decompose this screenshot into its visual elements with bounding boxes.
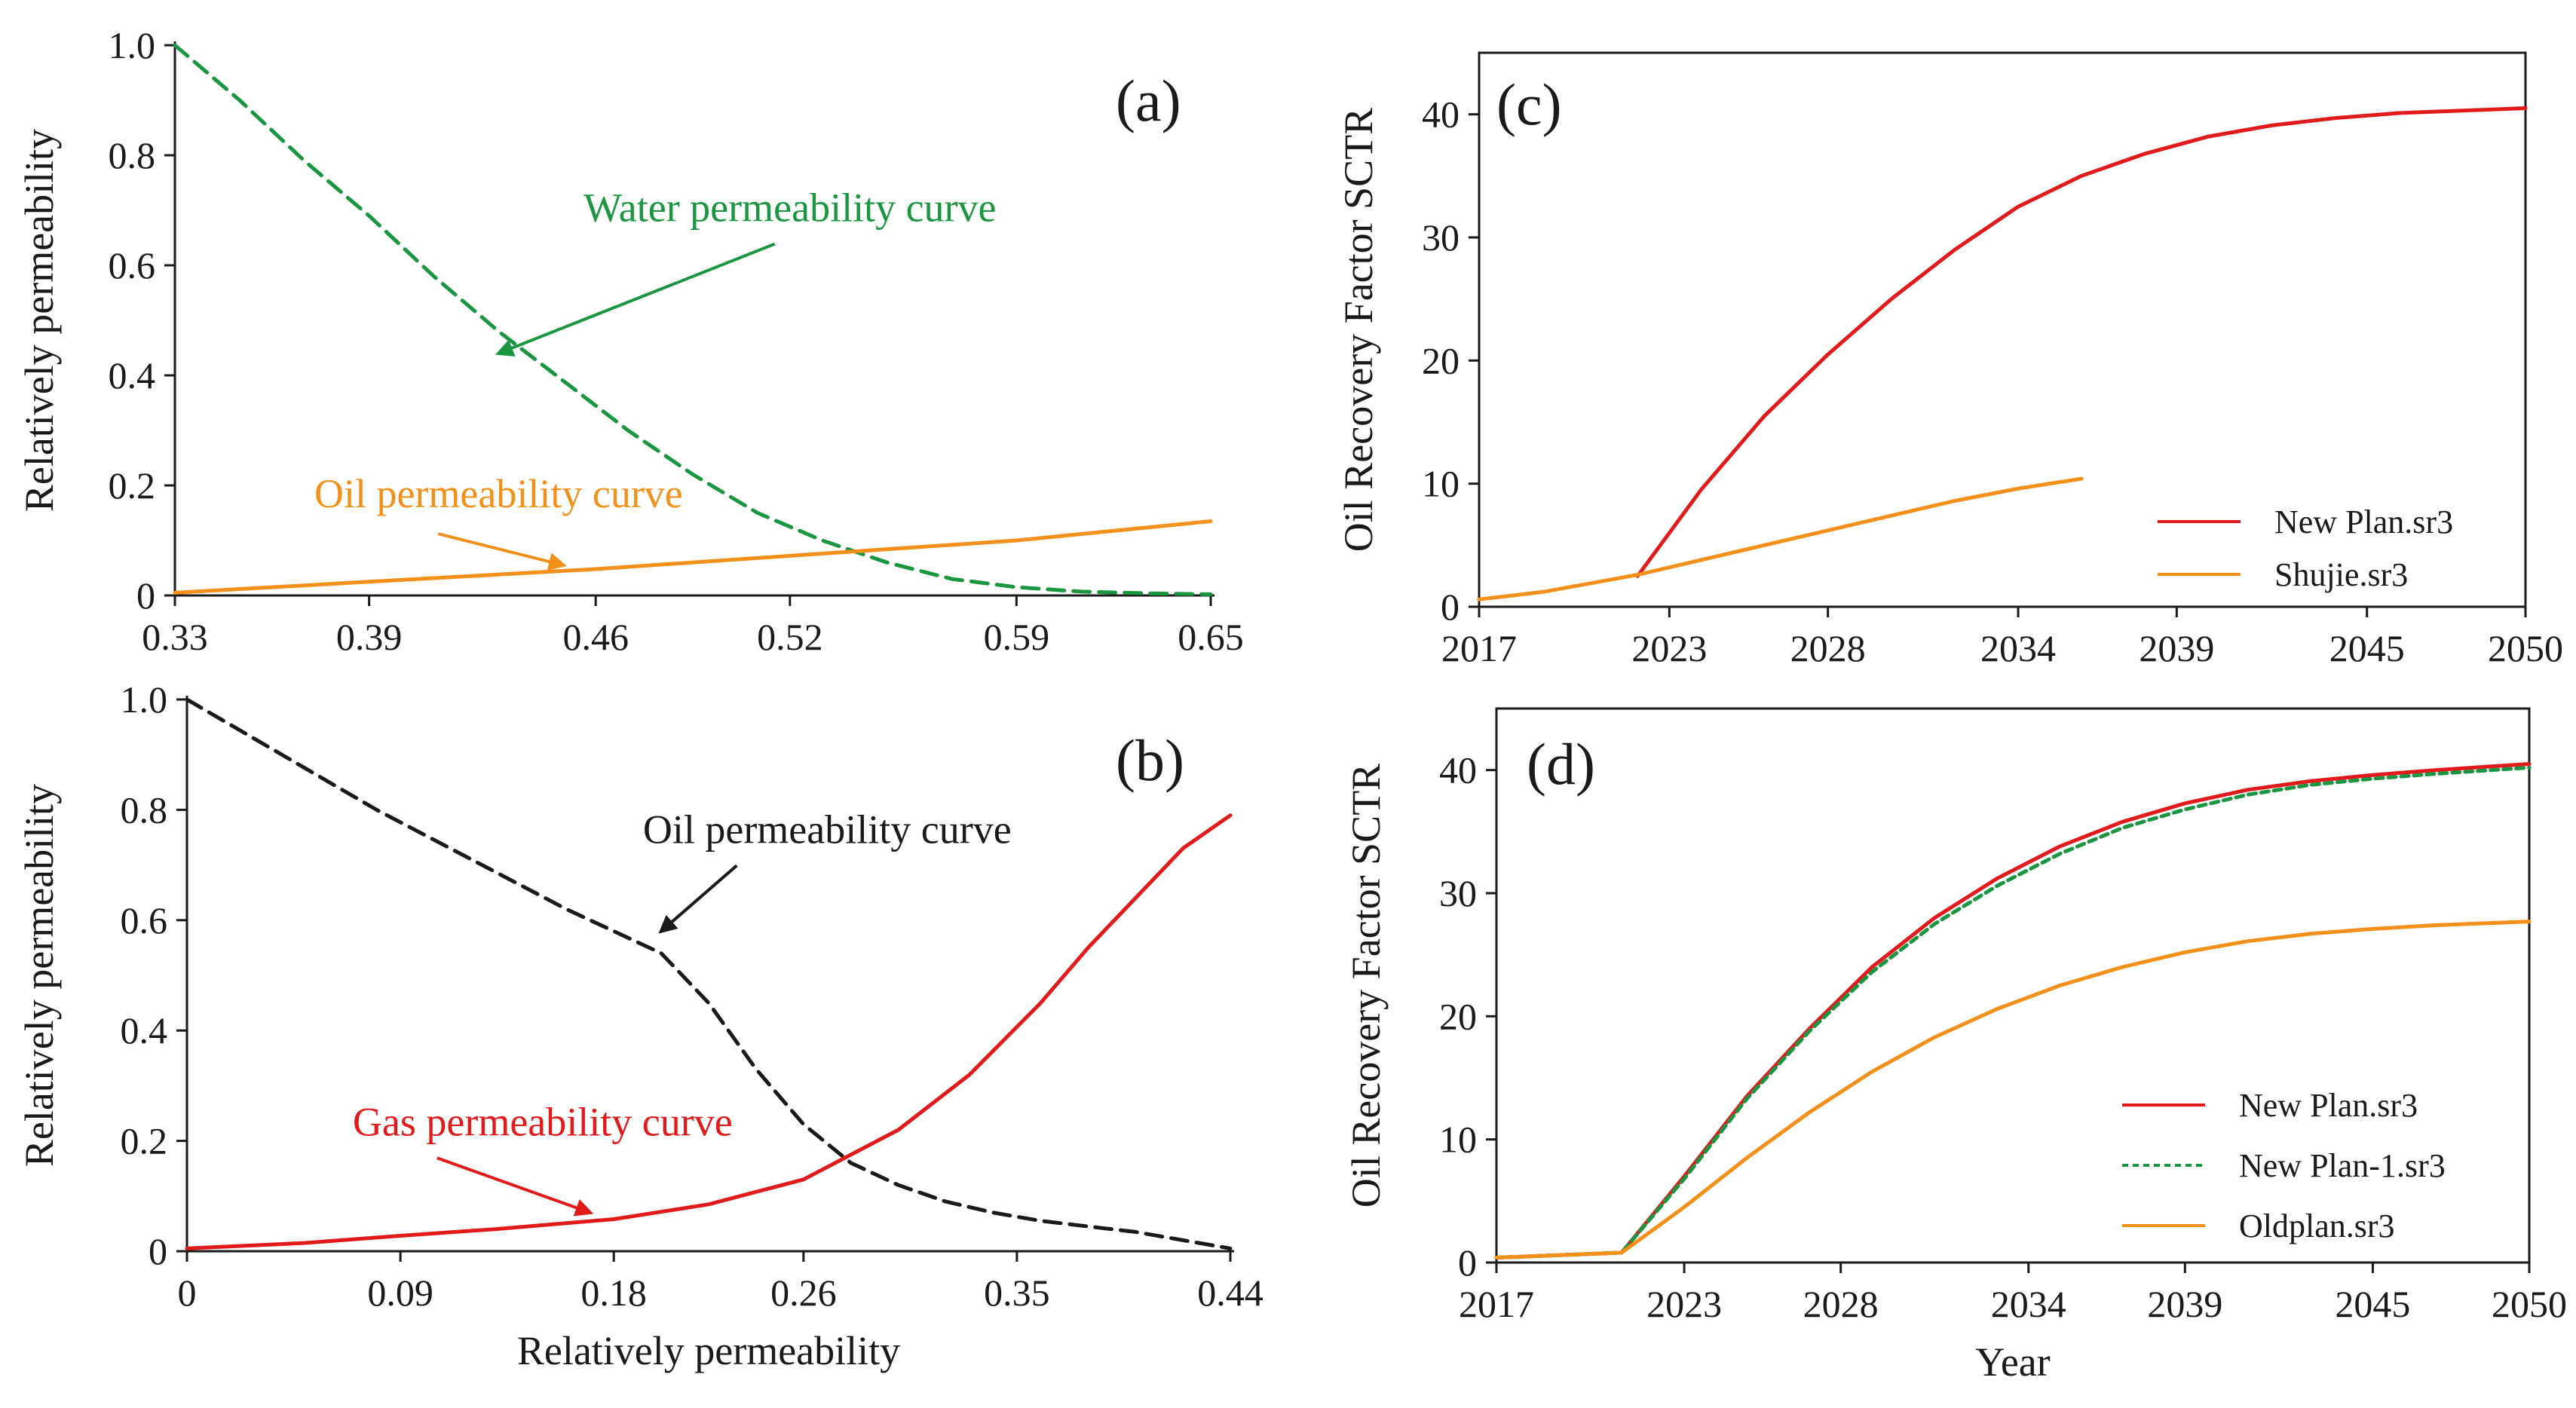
legend-label-d-2: Oldplan.sr3	[2239, 1208, 2395, 1244]
series-line-d-1	[1494, 765, 2532, 1260]
panel-a: 0.33 0.39 0.46 0.52 0.59 0.65 0 0.2 0.4 0.6 0.8 1.0…	[17, 24, 1244, 658]
x-axis-label-b: Relatively permeability	[517, 1328, 900, 1373]
x-tick-label-c: 2017	[1441, 627, 1517, 669]
series-line-a-1	[173, 519, 1213, 595]
panel-b: 0 0.09 0.18 0.26 0.35 0.44 0 0.2 0.4 0.6 0.8 1.0 Rel…	[17, 678, 1263, 1373]
x-tick-label-b: 0.09	[367, 1272, 433, 1314]
y-tick-label-a: 0	[136, 574, 155, 617]
y-tick-label-c: 0	[1441, 586, 1460, 628]
legend-label-d-0: New Plan.sr3	[2239, 1087, 2418, 1124]
y-axis-label-a: Relatively permeability	[17, 129, 62, 512]
x-tick-label-b: 0.35	[984, 1272, 1050, 1314]
panel-label-c: (c)	[1496, 72, 1562, 137]
series-line-c-1	[1477, 476, 2084, 601]
x-tick-label-d: 2039	[2147, 1283, 2222, 1325]
x-tick-label-c: 2039	[2139, 627, 2214, 669]
y-tick-label-d: 20	[1439, 995, 1477, 1037]
annotation-a-1: Oil permeability curve	[314, 471, 683, 516]
x-tick-label-b: 0.44	[1197, 1272, 1263, 1314]
x-tick-label-b: 0.18	[580, 1272, 647, 1314]
y-tick-label-b: 0.6	[121, 899, 168, 941]
x-tick-label-a: 0.46	[562, 616, 629, 658]
annotation-arrow-a-1	[437, 532, 567, 571]
legend-label-c-0: New Plan.sr3	[2274, 504, 2453, 540]
x-tick-label-a: 0.33	[142, 616, 208, 658]
x-tick-label-c: 2028	[1790, 627, 1866, 669]
panel-label-b: (b)	[1116, 727, 1184, 793]
y-tick-label-b: 0.4	[121, 1009, 168, 1051]
x-tick-label-d: 2050	[2492, 1283, 2567, 1325]
y-tick-label-c: 10	[1422, 463, 1460, 505]
annotation-arrow-a-0	[495, 242, 776, 357]
x-tick-label-d: 2023	[1646, 1283, 1722, 1325]
y-axis-label-d: Oil Recovery Factor SCTR	[1343, 764, 1389, 1208]
y-tick-label-a: 0.8	[109, 134, 156, 176]
series-line-b-0	[185, 697, 1233, 1250]
x-tick-label-c: 2050	[2488, 627, 2563, 669]
y-tick-label-d: 0	[1458, 1241, 1477, 1284]
series-line-d-2	[1494, 920, 2532, 1260]
y-tick-label-b: 0.2	[121, 1120, 168, 1162]
x-tick-label-a: 0.59	[984, 616, 1050, 658]
legend-label-c-1: Shujie.sr3	[2274, 556, 2408, 593]
x-tick-label-d: 2017	[1459, 1283, 1534, 1325]
panel-label-a: (a)	[1116, 68, 1181, 133]
annotation-arrow-b-0	[658, 864, 738, 934]
y-tick-label-a: 1.0	[109, 24, 156, 66]
x-tick-label-b: 0.26	[770, 1272, 837, 1314]
x-tick-label-c: 2023	[1631, 627, 1707, 669]
y-tick-label-b: 1.0	[121, 678, 168, 721]
y-tick-label-b: 0.8	[121, 788, 168, 831]
panel-c: 2017 2023 2028 2034 2039 2045 2050 0 10 20 30 40 Oil…	[1336, 51, 2563, 669]
y-tick-label-d: 10	[1439, 1119, 1477, 1161]
y-tick-label-c: 30	[1422, 216, 1460, 259]
annotation-b-0: Oil permeability curve	[643, 807, 1012, 852]
x-tick-label-d: 2034	[1991, 1283, 2066, 1325]
series-line-b-1	[185, 813, 1233, 1250]
x-tick-label-d: 2028	[1803, 1283, 1879, 1325]
x-tick-label-c: 2034	[1980, 627, 2056, 669]
x-tick-label-a: 0.65	[1178, 616, 1244, 658]
annotation-arrow-b-1	[436, 1156, 594, 1217]
y-axis-label-b: Relatively permeability	[17, 784, 62, 1167]
plot-frame-d	[1495, 707, 2531, 1264]
x-tick-label-a: 0.39	[336, 616, 403, 658]
y-axis-label-c: Oil Recovery Factor SCTR	[1336, 108, 1381, 552]
panel-d: 2017 2023 2028 2034 2039 2045 2050 0 10 20 30 40 Oil…	[1343, 707, 2567, 1385]
y-tick-label-d: 30	[1439, 872, 1477, 914]
y-tick-label-c: 40	[1422, 93, 1460, 136]
y-tick-label-d: 40	[1439, 749, 1477, 791]
x-axis-label-d: Year	[1975, 1339, 2051, 1385]
x-tick-label-d: 2045	[2335, 1283, 2410, 1325]
x-tick-label-b: 0	[178, 1272, 197, 1314]
y-tick-label-a: 0.2	[109, 464, 156, 507]
annotation-a-0: Water permeability curve	[584, 185, 996, 231]
y-tick-label-c: 20	[1422, 339, 1460, 381]
series-line-c-0	[1635, 106, 2528, 578]
series-line-a-0	[173, 43, 1213, 596]
plot-frame-c	[1478, 51, 2527, 608]
x-tick-label-a: 0.52	[757, 616, 823, 658]
y-tick-label-a: 0.6	[109, 244, 156, 286]
y-tick-label-a: 0.4	[109, 354, 156, 396]
legend-label-d-1: New Plan-1.sr3	[2239, 1147, 2446, 1184]
panel-label-d: (d)	[1527, 731, 1595, 797]
annotation-b-1: Gas permeability curve	[353, 1099, 733, 1144]
x-tick-label-c: 2045	[2329, 627, 2405, 669]
y-tick-label-b: 0	[149, 1230, 167, 1272]
